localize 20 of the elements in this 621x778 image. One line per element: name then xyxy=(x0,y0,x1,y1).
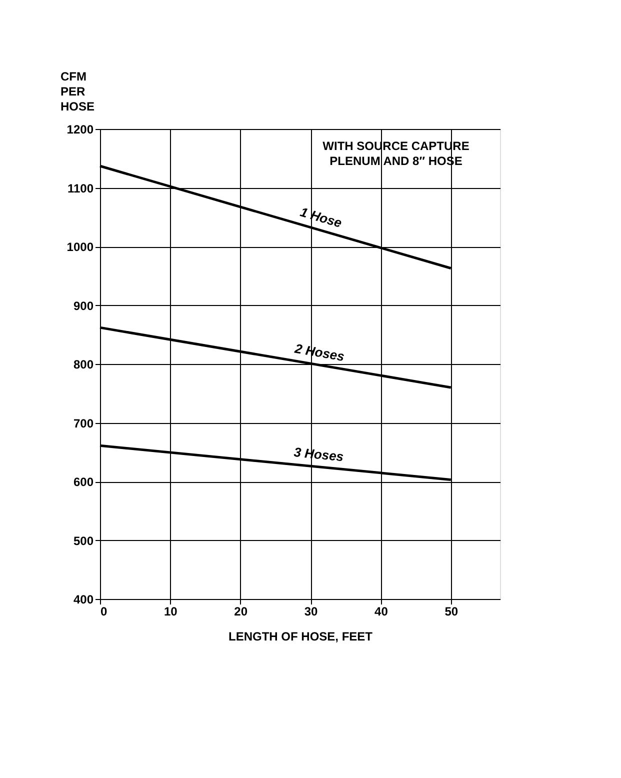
y-tick-label: 900 xyxy=(73,298,94,313)
x-tick-label: 30 xyxy=(304,604,318,618)
x-axis-title: LENGTH OF HOSE, FEET xyxy=(228,630,374,644)
y-tick-label: 1200 xyxy=(66,122,94,136)
text: 2 Hoses xyxy=(292,340,346,364)
text: 1 Hose xyxy=(298,204,344,231)
y-tick-label: 1000 xyxy=(66,240,94,254)
y-tick-label: 600 xyxy=(73,475,94,489)
y-tick-label: 700 xyxy=(73,416,94,430)
x-tick-label: 40 xyxy=(374,604,388,618)
x-tick-label: 50 xyxy=(444,604,458,618)
text: 3 Hoses xyxy=(293,444,344,464)
x-tick-label: 20 xyxy=(234,604,248,618)
x-tick-label: 0 xyxy=(100,604,108,618)
y-tick-label: 1100 xyxy=(67,181,94,196)
y-tick-label: 800 xyxy=(73,358,94,372)
y-tick-label: 400 xyxy=(73,592,94,606)
x-tick-label: 10 xyxy=(164,604,178,618)
y-tick-label: 500 xyxy=(73,534,94,548)
y-axis-title: CFM PER HOSE xyxy=(60,70,95,114)
